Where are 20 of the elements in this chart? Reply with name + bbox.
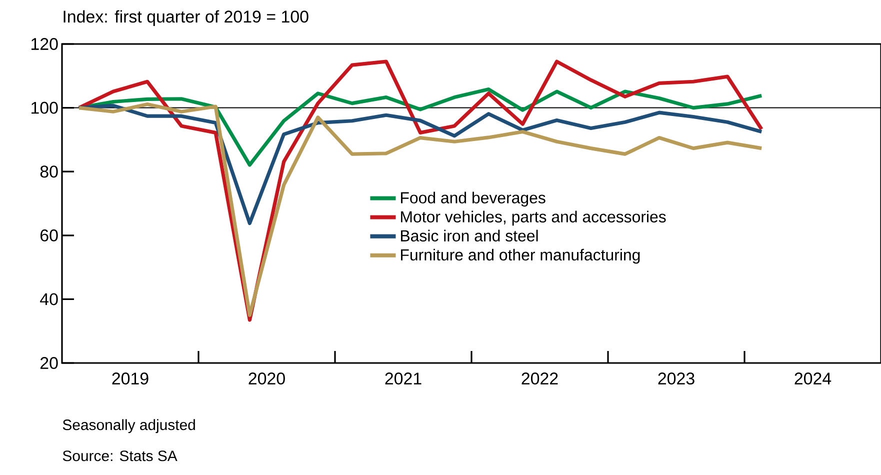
x-tick-label: 2019 — [112, 372, 148, 385]
line-series — [77, 102, 764, 317]
legend-label: Motor vehicles, parts and accessories — [401, 210, 666, 226]
y-tick-label: 40 — [40, 293, 58, 306]
x-tick-label: 2020 — [248, 372, 285, 385]
x-tick-label: 2021 — [385, 372, 422, 385]
y-tick-label: 100 — [32, 102, 58, 114]
y-tick-label: 20 — [40, 357, 58, 369]
y-axis-title: Index: first quarter of 2019 = 100 — [64, 10, 308, 26]
y-tick-label: 80 — [40, 166, 58, 178]
source-note: Source: Stats SA — [62, 450, 178, 462]
legend-label: Food and beverages — [401, 192, 546, 207]
x-tick-label: 2022 — [522, 372, 558, 385]
text: Seasonally adjusted — [62, 419, 195, 434]
y-tick-label: 120 — [32, 38, 58, 50]
legend-label: Basic iron and steel — [401, 230, 538, 242]
y-tick-label: 60 — [40, 229, 58, 242]
x-tick-label: 2024 — [794, 372, 832, 385]
x-tick-label: 2023 — [658, 372, 694, 385]
legend-label: Furniture and other manufacturing — [401, 248, 640, 264]
